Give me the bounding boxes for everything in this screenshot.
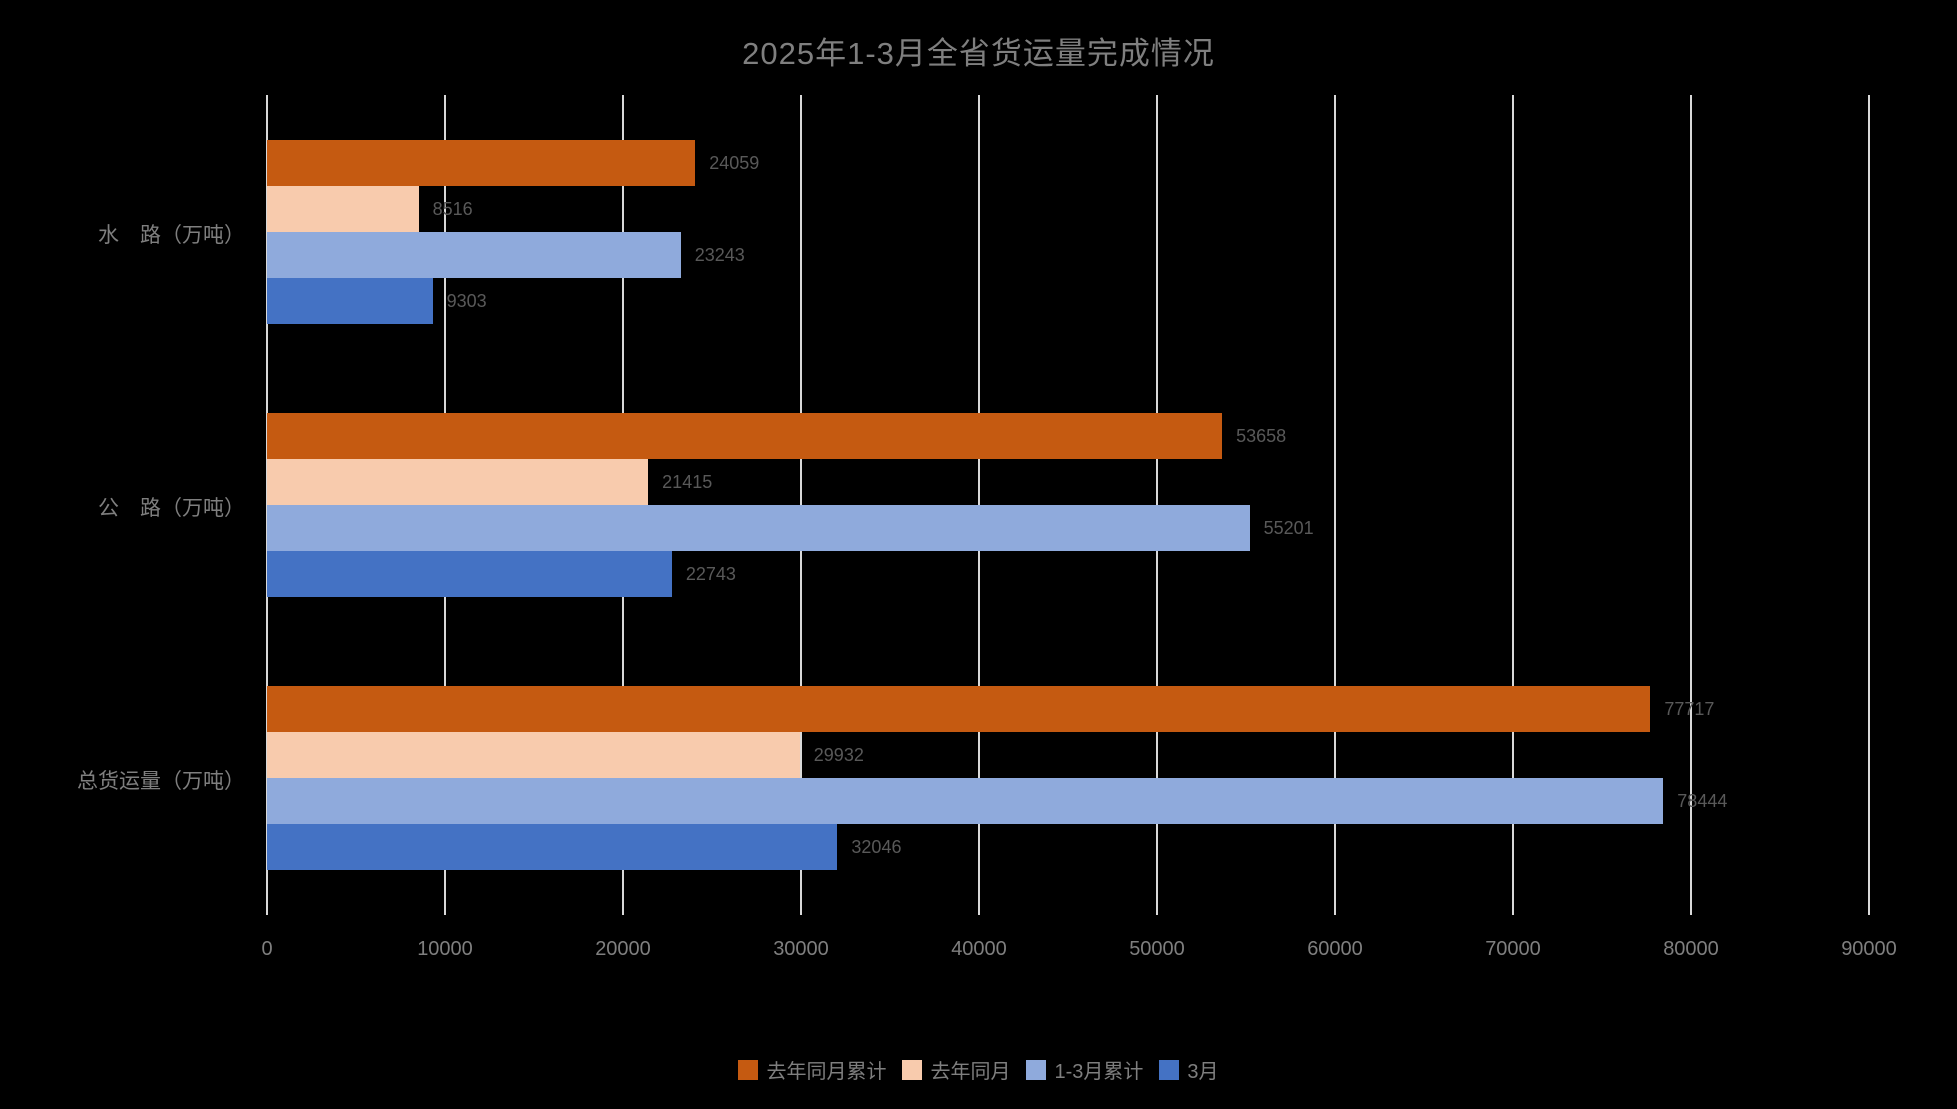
gridline xyxy=(1512,95,1514,915)
bar-value-label: 55201 xyxy=(1263,518,1314,538)
plot-area: 0 10000 20000 30000 40000 50000 60000 70000 8000… xyxy=(77,95,1897,960)
bar xyxy=(267,277,433,324)
legend-swatch-icon xyxy=(1026,1059,1047,1080)
bar-value-label: 77717 xyxy=(1664,699,1715,720)
x-tick-label: 60000 xyxy=(1307,938,1363,960)
legend-label: 3月 xyxy=(1187,1061,1219,1083)
bar xyxy=(267,139,696,186)
bar xyxy=(267,231,681,278)
x-tick-label: 20000 xyxy=(595,938,651,960)
legend-item: 1-3月累计 xyxy=(1026,1055,1143,1084)
x-tick-label: 80000 xyxy=(1663,938,1719,960)
x-tick-label: 30000 xyxy=(773,938,829,960)
gridline xyxy=(1334,95,1336,915)
legend-swatch-icon xyxy=(902,1059,923,1080)
bar xyxy=(267,413,1223,459)
legend-swatch-icon xyxy=(1159,1059,1180,1080)
category-label: 水 路（万吨） xyxy=(98,223,245,247)
bar xyxy=(267,686,1651,733)
legend-label: 去年同月 xyxy=(930,1061,1011,1083)
bar xyxy=(267,551,672,597)
bar-value-label: 78444 xyxy=(1677,791,1728,812)
bar xyxy=(267,824,838,871)
legend-item: 3月 xyxy=(1159,1055,1219,1084)
legend-item: 去年同月累计 xyxy=(738,1055,886,1084)
legend-label: 去年同月累计 xyxy=(766,1061,887,1083)
bar xyxy=(267,505,1250,551)
legend-item: 去年同月 xyxy=(902,1055,1010,1084)
x-tick-label: 70000 xyxy=(1485,938,1541,960)
x-tick-label: 40000 xyxy=(951,938,1007,960)
x-tick-label: 0 xyxy=(261,938,273,960)
bar-value-label: 23243 xyxy=(694,244,745,265)
bar xyxy=(267,185,419,232)
legend-label: 1-3月累计 xyxy=(1054,1061,1144,1083)
legend-swatch-icon xyxy=(738,1059,759,1080)
bar xyxy=(267,459,649,505)
bar-value-label: 53658 xyxy=(1236,426,1287,446)
category-label: 公 路（万吨） xyxy=(98,497,245,520)
bar-value-label: 22743 xyxy=(685,564,736,584)
legend: 去年同月累计 去年同月 1-3月累计 3月 xyxy=(0,1055,1957,1084)
bar-value-label: 29932 xyxy=(813,745,864,766)
bar-value-label: 21415 xyxy=(662,472,713,492)
x-tick-label: 50000 xyxy=(1129,938,1185,960)
x-tick-label: 90000 xyxy=(1841,938,1897,960)
gridline xyxy=(1690,95,1692,915)
bar-value-label: 32046 xyxy=(851,837,902,858)
bar-value-label: 8516 xyxy=(432,198,473,219)
bar-value-label: 24059 xyxy=(709,152,760,173)
category-label: 总货运量（万吨） xyxy=(77,770,245,794)
bar-value-label: 9303 xyxy=(446,290,487,311)
bar xyxy=(267,732,800,779)
chart-title: 2025年1-3月全省货运量完成情况 xyxy=(742,36,1215,71)
bar xyxy=(267,778,1664,825)
gridline xyxy=(1868,95,1870,915)
x-tick-label: 10000 xyxy=(417,938,473,960)
